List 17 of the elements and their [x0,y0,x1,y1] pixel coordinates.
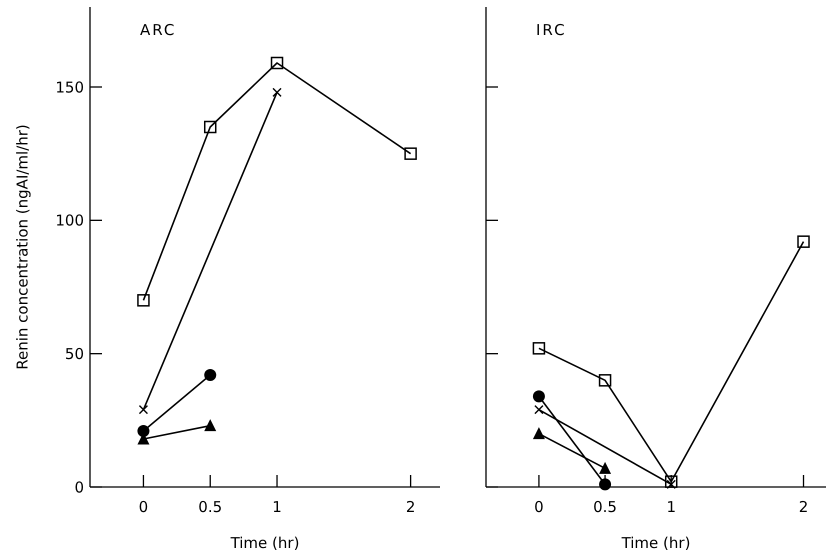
x-tick-label: 0.5 [593,498,617,516]
y-tick-label: 100 [55,212,84,230]
x-axis-title: Time (hr) [620,534,690,552]
x-tick-label: 1 [272,498,282,516]
x-tick-label: 0 [138,498,148,516]
x-tick-label: 2 [798,498,808,516]
y-tick-label: 150 [55,78,84,96]
y-tick-label: 50 [64,344,84,363]
text: IRC [536,21,567,39]
y-tick-label: 0 [74,478,84,496]
x-tick-label: 2 [406,498,416,516]
x-tick-label: 0 [534,498,544,516]
y-axis-title: Renin concentration (ngAI/ml/hr) [13,124,32,370]
x-tick-label: 0.5 [198,498,222,516]
x-tick-label: 1 [666,498,676,516]
text: ARC [140,21,176,39]
x-axis-title: Time (hr) [230,534,300,552]
